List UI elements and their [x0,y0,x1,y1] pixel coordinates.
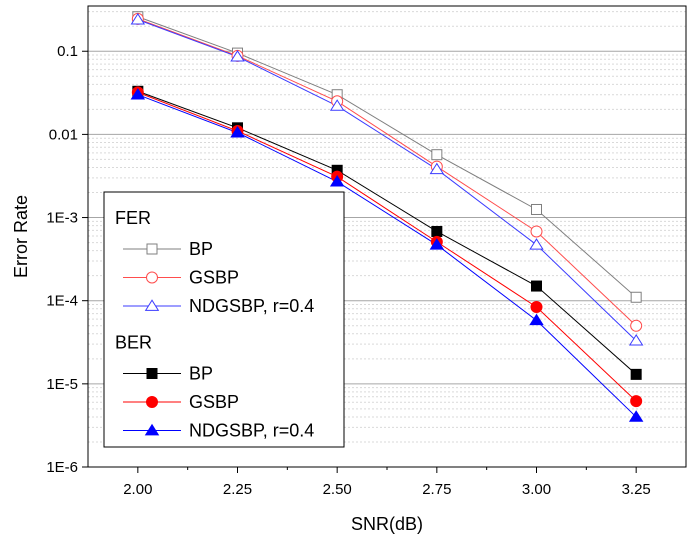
y-tick-label: 1E-3 [46,210,78,227]
legend-swatch-marker [146,243,158,255]
y-tick-label: 0.1 [57,43,78,60]
x-axis-title: SNR(dB) [351,514,423,534]
y-tick-label: 1E-4 [46,293,78,310]
fer-ndgsbp-r-0-4-point [329,99,345,111]
fer-ndgsbp-r-0-4-line [137,19,637,342]
fer-ndgsbp-r-0-4-point [130,12,146,25]
x-tick-label: 2.25 [223,481,252,498]
ber-gsbp-point [630,395,643,408]
ber-ndgsbp-r-0-4-point [529,313,544,326]
ber-gsbp-line [137,91,637,402]
legend-box [103,191,345,448]
fer-gsbp-line [137,18,637,327]
ber-bp-line [137,90,637,375]
legend-label: NDGSBP, r=0.4 [189,296,314,316]
ber-ndgsbp-r-0-4-point [628,410,644,422]
legend-group-title: FER [115,208,151,228]
fer-bp-point [630,291,642,303]
legend-swatch-marker [146,368,158,379]
ber-ndgsbp-r-0-4-point [429,238,445,250]
legend-label: NDGSBP, r=0.4 [189,421,314,441]
fer-ndgsbp-r-0-4-point [628,334,644,346]
fer-ndgsbp-r-0-4-point [429,162,445,175]
legend: FER BP GSBP NDGSBP, r=0.4 BER BP GSBP NDGSBP, r… [103,191,345,448]
ber-bp-point [630,368,642,380]
fer-bp-line [137,16,637,298]
fer-ndgsbp-r-0-4-point [230,49,245,62]
x-tick-label: 3.25 [622,481,651,498]
x-tick-label: 2.75 [422,481,451,498]
y-axis-title: Error Rate [11,195,31,278]
x-tick-label: 2.50 [323,481,352,498]
ber-ndgsbp-r-0-4-line [137,94,637,418]
x-tick-label: 2.00 [123,481,152,498]
series-lines [137,16,637,418]
ber-bp-point [431,225,443,237]
legend-label: GSBP [189,268,239,288]
legend-group-title: BER [115,333,152,353]
series-markers [130,11,644,422]
fer-ndgsbp-r-0-4-point [529,238,544,250]
fer-gsbp-point [630,319,643,332]
fer-bp-point [431,149,443,161]
y-tick-label: 0.01 [49,126,78,143]
ber-ndgsbp-r-0-4-point [130,88,146,100]
legend-swatch-marker [146,396,158,408]
y-tick-label: 1E-6 [46,459,78,476]
ber-bp-point [531,280,542,292]
legend-swatch-marker [144,423,160,436]
fer-gsbp-point [530,225,543,238]
x-tick-label: 3.00 [522,481,551,498]
ber-gsbp-point [530,300,543,313]
ber-ndgsbp-r-0-4-point [329,174,345,187]
legend-swatch-marker [144,299,160,311]
legend-label: BP [189,239,213,259]
legend-label: GSBP [189,392,239,412]
legend-label: BP [189,364,213,384]
y-tick-label: 1E-5 [46,376,78,393]
fer-bp-point [531,203,542,215]
ber-ndgsbp-r-0-4-point [230,125,245,138]
axis-ticks: 2.00 2.25 2.50 2.75 3.00 3.25 1E-6 1E-5 1E-4 1E-3… [46,43,650,498]
legend-swatch-marker [146,271,158,284]
